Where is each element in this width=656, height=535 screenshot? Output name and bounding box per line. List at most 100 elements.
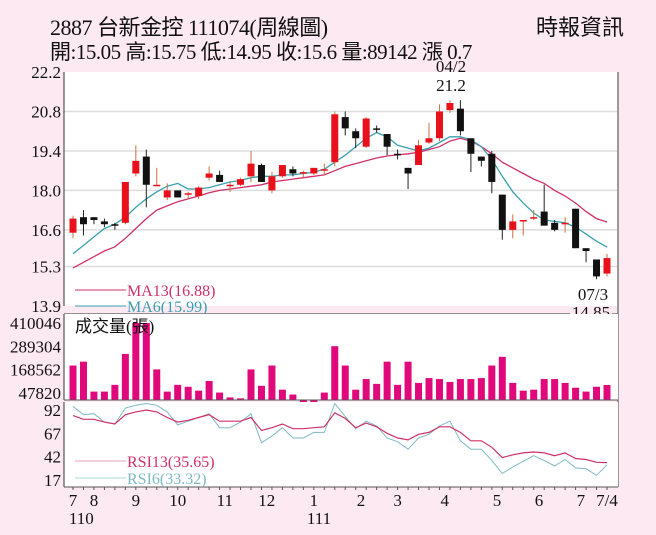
candle-body [195,187,203,197]
x-tick-label: 3 [393,491,402,510]
rsi13-legend-label: RSI13(35.65) [127,454,215,471]
volume-bar [320,392,328,400]
candle-body [90,217,98,221]
ma13-line [72,137,608,269]
candle-body [582,248,590,252]
volume-bar [142,323,150,400]
candle-body [561,222,569,225]
candle-body [352,131,360,139]
x-tick-label: 2 [357,491,366,510]
x-tick-label: 7 [577,491,586,510]
candle-body [530,217,538,219]
volume-bar [226,397,234,400]
candle-body [237,179,245,185]
candle-down [352,128,360,149]
candle-body [132,160,140,174]
candle-down [404,167,412,189]
candle-body [540,211,548,226]
volume-bar [519,390,527,400]
candle-up [603,253,611,277]
candle-up [121,181,129,225]
candle-up [278,165,286,178]
price-tick-label: 15.3 [31,258,61,277]
x-tick-label: 4 [440,491,449,510]
candle-body [111,224,119,226]
x-tick-label: 7/4 [596,491,618,510]
rsi-tick-label: 42 [44,448,61,467]
candle-body [289,169,297,174]
candle-down [488,150,496,194]
rsi13-line [72,409,608,464]
price-tick-label: 18.0 [31,181,61,200]
x-tick-label: 9 [132,491,141,510]
candle-down [582,248,590,263]
price-tick-label: 16.6 [31,221,61,240]
candle-up [446,100,454,113]
candle-body [341,117,349,129]
volume-bar [561,382,569,400]
volume-bar [456,379,464,400]
candle-body [299,172,307,174]
volume-tick-label: 289304 [10,337,62,356]
candle-up [415,139,423,166]
candle-down [477,156,485,167]
candle-up [163,183,171,201]
candle-up [435,104,443,142]
volume-bar [132,323,140,400]
candle-up [331,111,339,167]
candle-body [509,221,517,230]
volume-tick-label: 410046 [10,314,61,333]
candle-body [174,190,182,198]
candle-body [404,167,412,174]
ma-legend: MA13(16.88)MA6(15.99) [75,283,215,316]
candle-body [415,145,423,166]
candle-up [530,210,538,221]
candle-body [69,218,77,233]
candle-body [456,108,464,132]
candle-up [299,170,307,178]
volume-bar [415,382,423,400]
candle-body [519,220,527,222]
candle-down [373,125,381,133]
candle-body [477,156,485,161]
volume-bar [341,365,349,400]
x-tick-label: 11 [217,491,233,510]
candle-up [153,167,161,187]
x-year-label: 110 [69,509,94,528]
candle-body [257,165,265,182]
candle-down [593,259,601,280]
candle-body [488,153,496,182]
candle-body [163,190,171,198]
volume-bar [79,361,87,400]
candle-down [289,166,297,177]
candle-body [331,114,339,163]
ma6-line [72,131,608,255]
volume-bar [111,384,119,400]
volume-tick-label: 47820 [19,384,62,403]
rsi-tick-label: 67 [44,424,62,443]
ma6-legend-label: MA6(15.99) [127,299,207,316]
volume-bar [394,384,402,400]
volume-panel: 410046 289304 168562 47820 成交量(張) [10,314,618,403]
candle-up [519,220,527,236]
candle-up [268,172,276,194]
volume-bar [195,390,203,400]
volume-bar [352,389,360,400]
x-tick-label: 12 [258,491,275,510]
price-plot-area [64,72,618,306]
volume-bar [540,379,548,400]
volume-bar [121,353,129,400]
volume-bar [446,381,454,400]
volume-bar [216,392,224,400]
candle-body [100,221,108,225]
ohlc-summary: 開:15.05 高:15.75 低:14.95 收:15.6 量:89142 漲… [50,40,472,64]
volume-bar [425,378,433,400]
volume-tick-label: 168562 [10,361,61,380]
candle-body [383,134,391,147]
volume-bar [593,386,601,400]
source-label: 時報資訊 [536,15,625,40]
candle-down [467,138,475,173]
candle-body [498,194,506,230]
candle-body [184,193,192,195]
